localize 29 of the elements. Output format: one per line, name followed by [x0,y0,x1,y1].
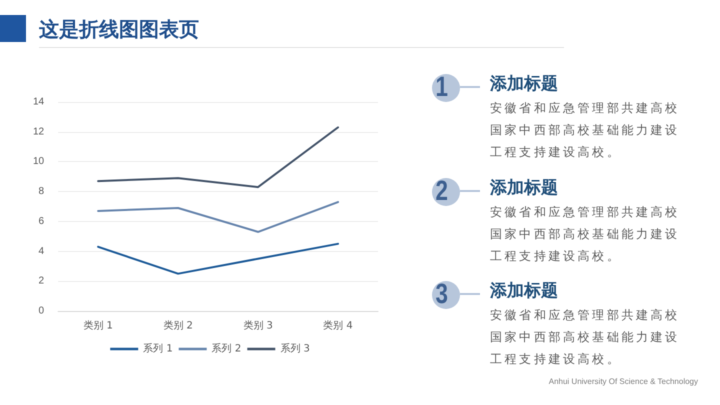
y-tick-label: 12 [33,126,45,138]
legend-label: 系列 3 [280,342,310,354]
legend-label: 系列 1 [143,342,173,354]
text: 2 [436,174,448,206]
text: 安徽省和应急管理部共建高校国家中西部高校基础能力建设工程支持建设高校。 [490,204,681,264]
text: 安徽省和应急管理部共建高校国家中西部高校基础能力建设工程支持建设高校。 [490,307,681,368]
y-tick-label: 0 [38,306,45,316]
text: 1 [436,71,448,102]
y-tick-label: 8 [38,186,45,198]
x-tick-label: 类别 3 [243,320,273,332]
line-series [97,201,340,233]
text: 安徽省和应急管理部共建高校国家中西部高校基础能力建设工程支持建设高校。 [490,100,681,161]
text: 3 [436,278,448,309]
x-tick-label: 类别 1 [83,320,113,332]
line-series [97,242,340,275]
y-tick-label: 2 [38,276,45,287]
chart-title: 这是折线图图表页 [39,17,199,41]
text: Anhui University Of Science & Technology [548,377,698,386]
text: 添加标题 [490,74,558,94]
y-tick-label: 14 [33,96,45,108]
x-tick-label: 类别 2 [163,320,193,332]
line-series [97,126,340,188]
text: 添加标题 [490,178,558,198]
y-tick-label: 6 [38,216,45,227]
x-tick-label: 类别 4 [323,320,353,332]
text: 添加标题 [490,281,558,301]
y-tick-label: 10 [33,156,45,168]
y-tick-label: 4 [38,246,45,257]
legend-label: 系列 2 [212,342,242,354]
